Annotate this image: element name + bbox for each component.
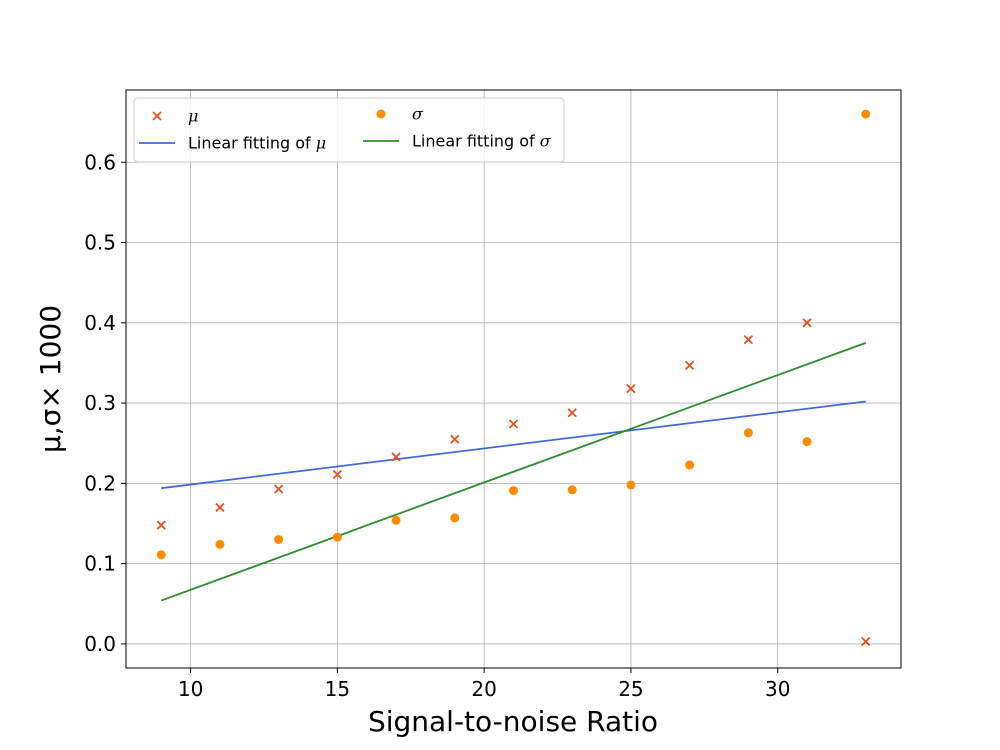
sigma-point <box>391 515 401 525</box>
marker-stroke <box>152 111 162 121</box>
sigma-point <box>332 532 342 542</box>
legend-label: Linear fitting of σ <box>412 132 552 151</box>
mu-point <box>450 434 460 444</box>
mu-point <box>332 469 343 480</box>
mu-point <box>626 383 636 394</box>
y-tick-label: 0.2 <box>84 471 116 495</box>
marker-stroke <box>802 318 812 328</box>
x-tick-label: 30 <box>765 677 790 701</box>
sigma-point <box>567 485 577 495</box>
legend-entry: Linear fitting of μ <box>139 134 326 153</box>
mu-point <box>743 335 753 345</box>
marker-stroke <box>567 408 577 418</box>
marker-stroke <box>332 469 343 480</box>
marker-stroke <box>684 360 695 370</box>
fit-line <box>160 342 867 602</box>
legend-entry: σ <box>376 105 424 124</box>
mu-point <box>508 419 519 429</box>
sigma-point <box>861 109 871 119</box>
y-tick-label: 0.3 <box>84 391 116 415</box>
marker-stroke <box>626 383 636 394</box>
mu-point <box>861 636 871 647</box>
x-axis-title: Signal-to-noise Ratio <box>368 705 658 738</box>
y-tick-label: 0.5 <box>84 231 116 255</box>
legend-label: μ <box>188 107 198 126</box>
sigma-point <box>626 480 636 490</box>
marker-stroke <box>861 636 871 647</box>
mu-point <box>802 318 812 328</box>
marker-stroke <box>391 452 401 462</box>
legend-handle <box>152 111 162 121</box>
legend-handle <box>376 109 386 119</box>
mu-point <box>684 360 695 370</box>
marker-stroke <box>274 484 284 494</box>
mu-point <box>274 484 284 494</box>
y-axis-title: μ,σ× 1000 <box>34 305 67 453</box>
y-tick-label: 0.0 <box>84 632 116 656</box>
marker-stroke <box>156 520 166 530</box>
plot-area-frame <box>125 89 902 669</box>
sigma-point <box>156 550 166 560</box>
marker-stroke <box>215 502 225 513</box>
x-tick-label: 25 <box>618 677 643 701</box>
sigma-point <box>802 437 812 447</box>
x-tick-label: 20 <box>471 677 496 701</box>
marker-stroke <box>743 335 753 345</box>
mu-point <box>567 408 577 418</box>
sigma-point <box>685 460 695 470</box>
mu-point <box>215 502 225 513</box>
mu-point <box>156 520 166 530</box>
legend-entry: μ <box>152 107 198 126</box>
legend-box <box>133 97 565 163</box>
x-tick-label: 15 <box>325 677 350 701</box>
legend-label: Linear fitting of μ <box>188 134 326 153</box>
legend-label: σ <box>412 105 424 124</box>
sigma-point <box>743 428 753 438</box>
axis-ticks: 10 15 20 25 30 0.0 0.1 0.2 0.3 0.4 0.5 0.6 <box>84 150 790 701</box>
y-tick-label: 0.6 <box>84 150 116 174</box>
grid <box>126 90 901 668</box>
marker-stroke <box>450 434 460 444</box>
mu-point <box>391 452 401 462</box>
sigma-point <box>274 535 284 545</box>
series <box>156 109 871 647</box>
x-tick-label: 10 <box>178 677 203 701</box>
y-tick-label: 0.4 <box>84 311 116 335</box>
marker-stroke <box>508 419 519 429</box>
legend-entry: Linear fitting of σ <box>363 132 552 151</box>
fit-line <box>161 400 866 490</box>
legend: μ σ Linear fitting of μ Linear fitting of σ <box>133 97 565 163</box>
sigma-point <box>450 513 460 523</box>
y-tick-label: 0.1 <box>84 552 116 576</box>
sigma-point <box>509 486 518 496</box>
sigma-point <box>215 539 225 549</box>
